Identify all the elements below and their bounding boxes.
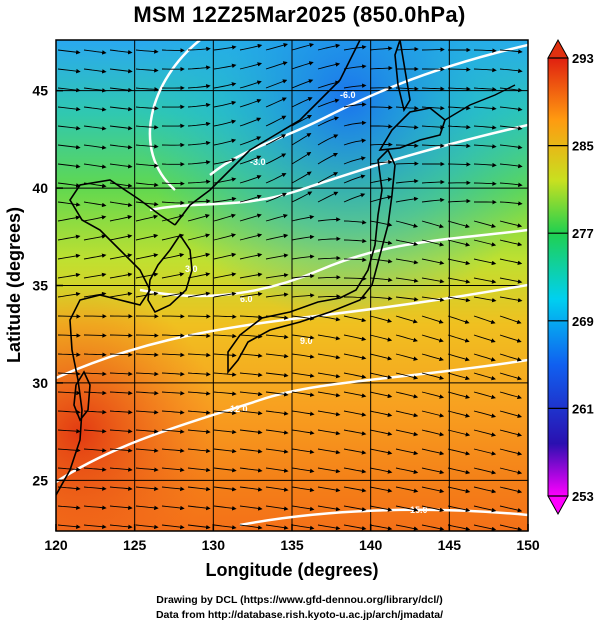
lon-tick-label: 130 [202,537,226,553]
isotherm-label: 12.0 [230,404,248,414]
colorbar-tick-label: 261 [572,401,594,416]
colorbar-tick-label: 253 [572,489,594,504]
lat-tick-label: 40 [32,180,48,196]
lat-tick-label: 45 [32,83,48,99]
longitude-ticks: 120 125 130 135 140 145 150 [44,524,540,553]
y-axis-label: Latitude (degrees) [4,207,24,363]
isotherm-lines: -6.0-3.03.06.09.012.015.0 [56,40,528,527]
lon-tick-label: 135 [280,537,304,553]
credit-data-source: Data from http://database.rish.kyoto-u.a… [155,609,444,621]
isotherm-label: 6.0 [240,294,253,304]
map-title: MSM 12Z25Mar2025 (850.0hPa) [133,2,466,27]
isotherm-label: 9.0 [300,336,313,346]
colorbar-tick-label: 285 [572,139,594,154]
lon-tick-label: 140 [359,537,383,553]
lat-tick-label: 25 [32,472,48,488]
temperature-field: -6.0-3.03.06.09.012.015.0 [56,40,528,531]
latitude-ticks: 25 30 35 40 45 [32,83,63,488]
x-axis-label: Longitude (degrees) [205,560,378,580]
lon-tick-label: 150 [516,537,540,553]
isotherm-label: -3.0 [250,157,266,167]
lat-lon-grid [56,40,528,531]
lat-tick-label: 35 [32,278,48,294]
colorbar-tick-label: 293 [572,51,594,66]
isotherm-label: -6.0 [340,90,356,100]
isotherm-label: 15.0 [410,505,428,515]
lon-tick-label: 145 [438,537,462,553]
colorbar: 293 285 277 269 261 253 [547,38,594,516]
lon-tick-label: 125 [123,537,147,553]
lat-tick-label: 30 [32,375,48,391]
lon-tick-label: 120 [44,537,68,553]
credit-drawing: Drawing by DCL (https://www.gfd-dennou.o… [156,594,443,606]
colorbar-tick-label: 269 [572,314,594,329]
colorbar-tick-label: 277 [572,226,594,241]
wind-streamlines [57,42,523,531]
